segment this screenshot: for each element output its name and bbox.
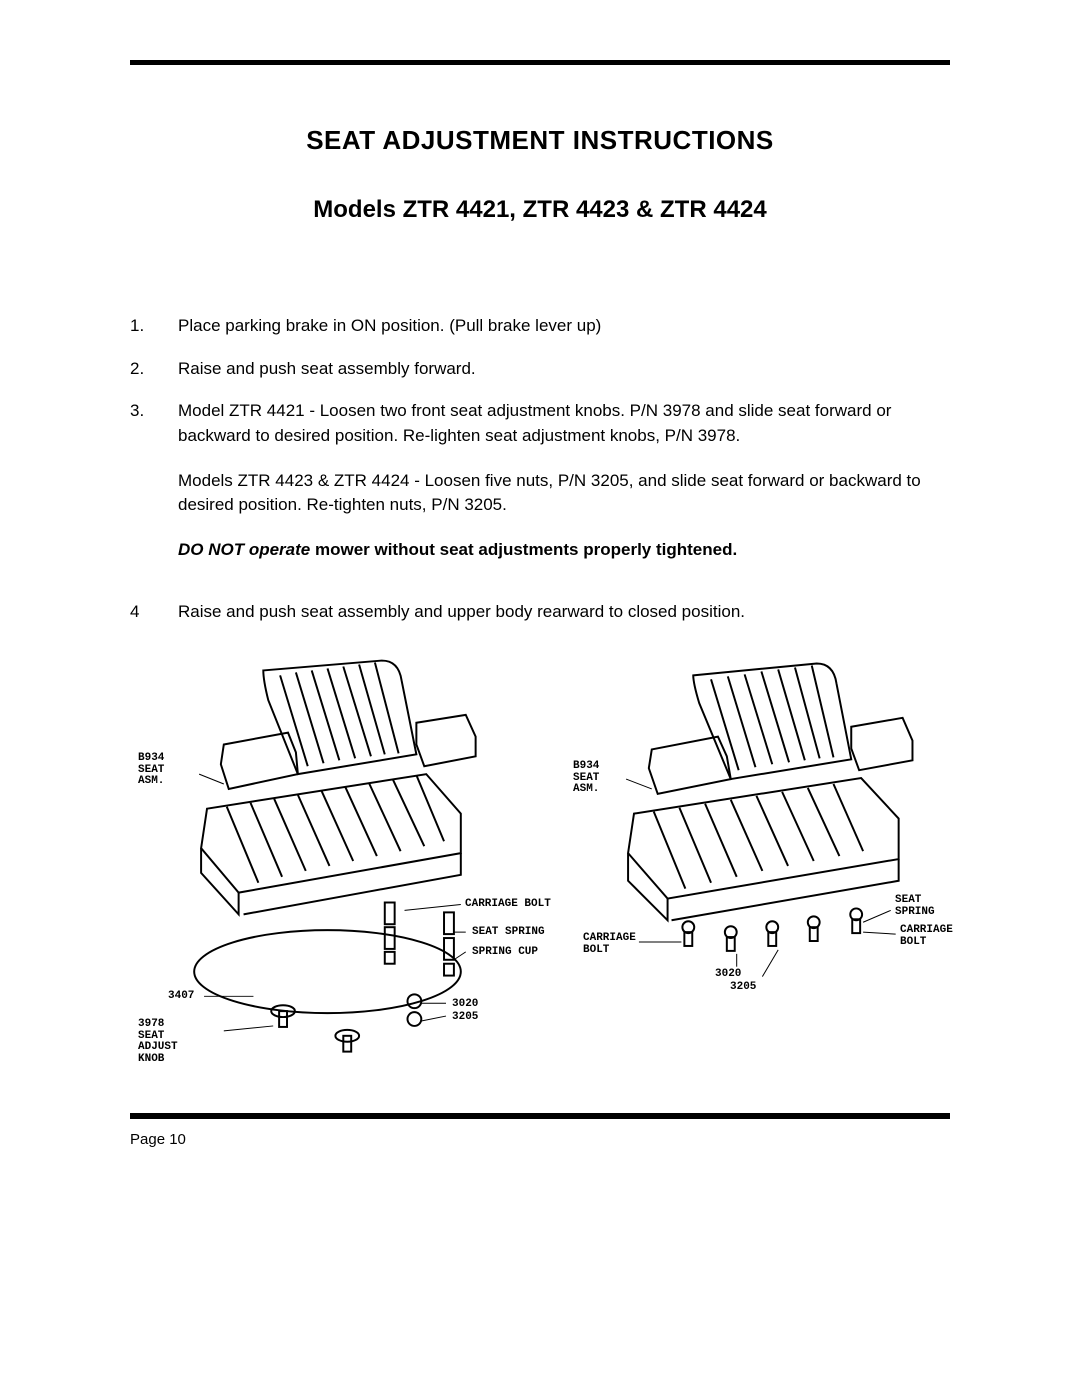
step-3-para1: Model ZTR 4421 - Loosen two front seat a… [178, 401, 891, 445]
step-text: Raise and push seat assembly forward. [178, 357, 950, 382]
label-seat-spring: SEAT SPRING [472, 927, 545, 939]
label-carriage-bolt: CARRIAGE BOLT [465, 899, 551, 911]
diagram-left: B934 SEAT ASM. CARRIAGE BOLT SEAT SPRING… [130, 643, 525, 1083]
label-seat-asm: B934 SEAT ASM. [138, 753, 164, 788]
page-title: SEAT ADJUSTMENT INSTRUCTIONS [130, 125, 950, 156]
step-3: 3. Model ZTR 4421 - Loosen two front sea… [130, 399, 950, 582]
bottom-rule [130, 1113, 950, 1119]
label-seat-asm: B934 SEAT ASM. [573, 761, 599, 796]
label-3205: 3205 [452, 1012, 478, 1024]
step-4: 4 Raise and push seat assembly and upper… [130, 600, 950, 625]
warning-rest: mower without seat adjustments properly … [310, 540, 737, 559]
diagram-right: B934 SEAT ASM. SEAT SPRING CARRIAGE BOLT… [555, 643, 950, 1083]
label-3205: 3205 [730, 982, 756, 994]
label-carriage-bolt: CARRIAGE BOLT [900, 925, 953, 948]
step-number: 3. [130, 399, 178, 582]
instruction-list: 1. Place parking brake in ON position. (… [130, 314, 950, 625]
label-spring-cup: SPRING CUP [472, 947, 538, 959]
step-number: 1. [130, 314, 178, 339]
label-seat-spring: SEAT SPRING [895, 895, 935, 918]
page-subtitle: Models ZTR 4421, ZTR 4423 & ZTR 4424 [130, 196, 950, 224]
step-2: 2. Raise and push seat assembly forward. [130, 357, 950, 382]
step-text: Model ZTR 4421 - Loosen two front seat a… [178, 399, 950, 582]
page-number: Page 10 [130, 1131, 950, 1148]
warning-emphasis: DO NOT operate [178, 540, 310, 559]
label-3020: 3020 [715, 969, 741, 981]
step-number: 2. [130, 357, 178, 382]
step-1: 1. Place parking brake in ON position. (… [130, 314, 950, 339]
diagram-row: B934 SEAT ASM. CARRIAGE BOLT SEAT SPRING… [130, 643, 950, 1083]
seat-diagram-right-svg [555, 643, 950, 1083]
top-rule [130, 60, 950, 65]
label-knob: 3978 SEAT ADJUST KNOB [138, 1019, 178, 1065]
step-text: Raise and push seat assembly and upper b… [178, 600, 950, 625]
step-3-para2: Models ZTR 4423 & ZTR 4424 - Loosen five… [178, 469, 950, 518]
label-3020: 3020 [452, 999, 478, 1011]
step-text: Place parking brake in ON position. (Pul… [178, 314, 950, 339]
label-3407: 3407 [168, 991, 194, 1003]
label-carriage-bolt-2: CARRIAGE BOLT [583, 933, 636, 956]
warning-line: DO NOT operate mower without seat adjust… [178, 538, 950, 563]
step-number: 4 [130, 600, 178, 625]
